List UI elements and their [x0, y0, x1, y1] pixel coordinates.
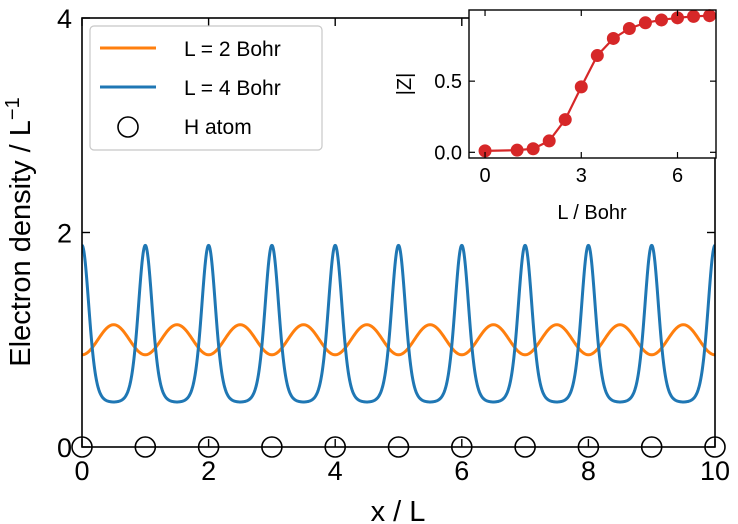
- y-tick-label: 0: [57, 433, 72, 463]
- x-tick-label: 8: [581, 456, 596, 486]
- legend-label-l2: L = 2 Bohr: [184, 38, 281, 61]
- legend-label-h-atom: H atom: [184, 116, 252, 139]
- x-tick-label: 10: [700, 456, 730, 486]
- inset-plot: 0 3 6 0.0 0.5 L / Bohr |Z|: [394, 9, 717, 224]
- inset-point: [638, 16, 652, 30]
- inset-point: [526, 142, 540, 156]
- inset-series-group: [478, 9, 717, 158]
- inset-background: [469, 10, 716, 158]
- inset-x-tick-label: 6: [672, 165, 683, 187]
- inset-point: [606, 31, 620, 45]
- x-tick-label: 6: [454, 456, 469, 486]
- main-x-axis-label: x / L: [371, 496, 426, 524]
- series-line-0: [82, 323, 715, 357]
- main-x-ticks: 0 2 4 6 8 10: [74, 18, 730, 486]
- y-tick-label: 4: [57, 4, 72, 34]
- inset-y-axis-label: |Z|: [394, 73, 416, 96]
- inset-point: [574, 80, 588, 94]
- main-y-ticks: 0 2 4: [57, 4, 715, 463]
- inset-point: [654, 13, 668, 27]
- main-plot: 0 2 4 6 8 10 0 2 4 x / L Electron density / L−1: [2, 4, 730, 524]
- legend-frame: [89, 25, 323, 151]
- inset-point: [703, 9, 717, 23]
- inset-x-axis-label: L / Bohr: [557, 202, 627, 224]
- inset-plot-frame: [468, 9, 717, 159]
- inset-point: [671, 11, 685, 25]
- inset-point: [542, 134, 556, 148]
- inset-point: [510, 143, 524, 157]
- inset-point: [590, 49, 604, 63]
- main-y-axis-label: Electron density / L−1: [2, 97, 37, 366]
- x-tick-label: 4: [328, 456, 343, 486]
- legend-swatch-circle: [117, 116, 139, 138]
- inset-point: [622, 22, 636, 35]
- inset-point: [687, 9, 701, 23]
- series-line-1: [82, 243, 715, 404]
- legend-label-l4: L = 4 Bohr: [184, 77, 281, 100]
- inset-x-tick-label: 0: [479, 165, 490, 187]
- x-tick-label: 0: [74, 456, 89, 486]
- main-y-axis-label-exponent: −1: [2, 97, 24, 120]
- y-tick-label: 2: [57, 219, 72, 249]
- inset-x-ticks: 0 3 6: [479, 10, 683, 187]
- inset-y-ticks: 0.0 0.5: [434, 71, 716, 164]
- main-series-group: [82, 243, 715, 404]
- legend: L = 2 Bohr L = 4 Bohr H atom: [89, 25, 323, 151]
- inset-point: [478, 144, 492, 158]
- x-tick-label: 2: [201, 456, 216, 486]
- inset-point: [558, 113, 572, 127]
- inset-y-tick-label: 0.5: [434, 71, 462, 93]
- inset-y-tick-label: 0.0: [434, 142, 462, 164]
- inset-x-tick-label: 3: [576, 165, 587, 187]
